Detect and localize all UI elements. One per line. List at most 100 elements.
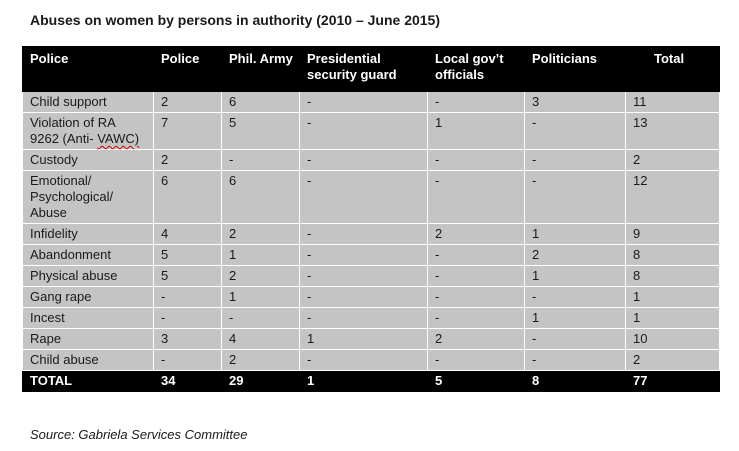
cell-army: 2: [221, 223, 300, 245]
table-row: Child support 2 6 - - 3 11: [22, 91, 720, 113]
cell-psg: -: [299, 265, 428, 287]
row-label: Incest: [22, 307, 154, 329]
cell-army: -: [221, 149, 300, 171]
cell-politicians: 1: [524, 265, 626, 287]
cell-psg: -: [299, 112, 428, 150]
cell-total: 8: [625, 244, 720, 266]
cell-lgu: -: [427, 349, 525, 371]
cell-police: -: [153, 286, 222, 308]
column-header-psg: Presidential security guard: [299, 46, 428, 92]
cell-lgu: -: [427, 307, 525, 329]
cell-total: 8: [625, 265, 720, 287]
table-row: Violation of RA 9262 (Anti- VAWC) 7 5 - …: [22, 112, 720, 150]
cell-army: 1: [221, 286, 300, 308]
row-label: Infidelity: [22, 223, 154, 245]
cell-police: 5: [153, 265, 222, 287]
column-header-army: Phil. Army: [221, 46, 300, 92]
cell-army: 6: [221, 91, 300, 113]
totals-row: TOTAL 34 29 1 5 8 77: [22, 370, 720, 392]
cell-total: 1: [625, 307, 720, 329]
cell-total: 2: [625, 349, 720, 371]
table-row: Incest - - - - 1 1: [22, 307, 720, 329]
cell-psg: -: [299, 91, 428, 113]
cell-politicians: 2: [524, 244, 626, 266]
column-header-category: Police: [22, 46, 154, 92]
cell-army: 2: [221, 265, 300, 287]
cell-psg: -: [299, 149, 428, 171]
cell-police: 3: [153, 328, 222, 350]
cell-psg: -: [299, 223, 428, 245]
cell-lgu: -: [427, 244, 525, 266]
total-police: 34: [153, 370, 222, 392]
table-row: Infidelity 4 2 - 2 1 9: [22, 223, 720, 245]
cell-lgu: -: [427, 265, 525, 287]
totals-label: TOTAL: [22, 370, 154, 392]
abuses-table: Police Police Phil. Army Presidential se…: [22, 46, 720, 392]
cell-police: 5: [153, 244, 222, 266]
cell-lgu: -: [427, 91, 525, 113]
cell-lgu: 2: [427, 328, 525, 350]
row-label: Child support: [22, 91, 154, 113]
cell-total: 10: [625, 328, 720, 350]
cell-total: 12: [625, 170, 720, 224]
column-header-police: Police: [153, 46, 222, 92]
cell-psg: -: [299, 349, 428, 371]
total-psg: 1: [299, 370, 428, 392]
row-label: Rape: [22, 328, 154, 350]
cell-politicians: -: [524, 349, 626, 371]
row-label: Child abuse: [22, 349, 154, 371]
cell-lgu: -: [427, 286, 525, 308]
cell-police: 6: [153, 170, 222, 224]
cell-police: 2: [153, 149, 222, 171]
cell-police: 2: [153, 91, 222, 113]
cell-police: -: [153, 349, 222, 371]
column-header-politicians: Politicians: [524, 46, 626, 92]
cell-lgu: -: [427, 149, 525, 171]
cell-army: 1: [221, 244, 300, 266]
cell-psg: 1: [299, 328, 428, 350]
row-label-text: Violation of RA 9262 (Anti-: [30, 115, 116, 146]
cell-politicians: -: [524, 149, 626, 171]
cell-politicians: 1: [524, 307, 626, 329]
cell-total: 13: [625, 112, 720, 150]
table-row: Rape 3 4 1 2 - 10: [22, 328, 720, 350]
table-row: Emotional/ Psychological/ Abuse 6 6 - - …: [22, 170, 720, 224]
column-header-total: Total: [625, 46, 720, 92]
table-row: Custody 2 - - - - 2: [22, 149, 720, 171]
cell-psg: -: [299, 170, 428, 224]
cell-police: 7: [153, 112, 222, 150]
row-label: Physical abuse: [22, 265, 154, 287]
table-row: Physical abuse 5 2 - - 1 8: [22, 265, 720, 287]
cell-army: 5: [221, 112, 300, 150]
cell-politicians: -: [524, 170, 626, 224]
cell-politicians: -: [524, 112, 626, 150]
cell-lgu: 2: [427, 223, 525, 245]
cell-lgu: 1: [427, 112, 525, 150]
table-row: Abandonment 5 1 - - 2 8: [22, 244, 720, 266]
table-title: Abuses on women by persons in authority …: [30, 12, 441, 28]
table-row: Gang rape - 1 - - - 1: [22, 286, 720, 308]
cell-total: 11: [625, 91, 720, 113]
row-label: Emotional/ Psychological/ Abuse: [22, 170, 154, 224]
cell-army: 4: [221, 328, 300, 350]
total-politicians: 8: [524, 370, 626, 392]
cell-army: 6: [221, 170, 300, 224]
cell-psg: -: [299, 307, 428, 329]
cell-total: 9: [625, 223, 720, 245]
row-label: Abandonment: [22, 244, 154, 266]
cell-police: -: [153, 307, 222, 329]
row-label: Violation of RA 9262 (Anti- VAWC): [22, 112, 154, 150]
table-row: Child abuse - 2 - - - 2: [22, 349, 720, 371]
cell-politicians: 3: [524, 91, 626, 113]
column-header-lgu: Local gov’t officials: [427, 46, 525, 92]
header-row: Police Police Phil. Army Presidential se…: [22, 46, 720, 92]
cell-psg: -: [299, 244, 428, 266]
cell-politicians: -: [524, 286, 626, 308]
cell-politicians: -: [524, 328, 626, 350]
total-lgu: 5: [427, 370, 525, 392]
cell-army: 2: [221, 349, 300, 371]
row-label: Gang rape: [22, 286, 154, 308]
cell-lgu: -: [427, 170, 525, 224]
row-label-text-underlined: VAWC): [97, 131, 140, 146]
cell-politicians: 1: [524, 223, 626, 245]
